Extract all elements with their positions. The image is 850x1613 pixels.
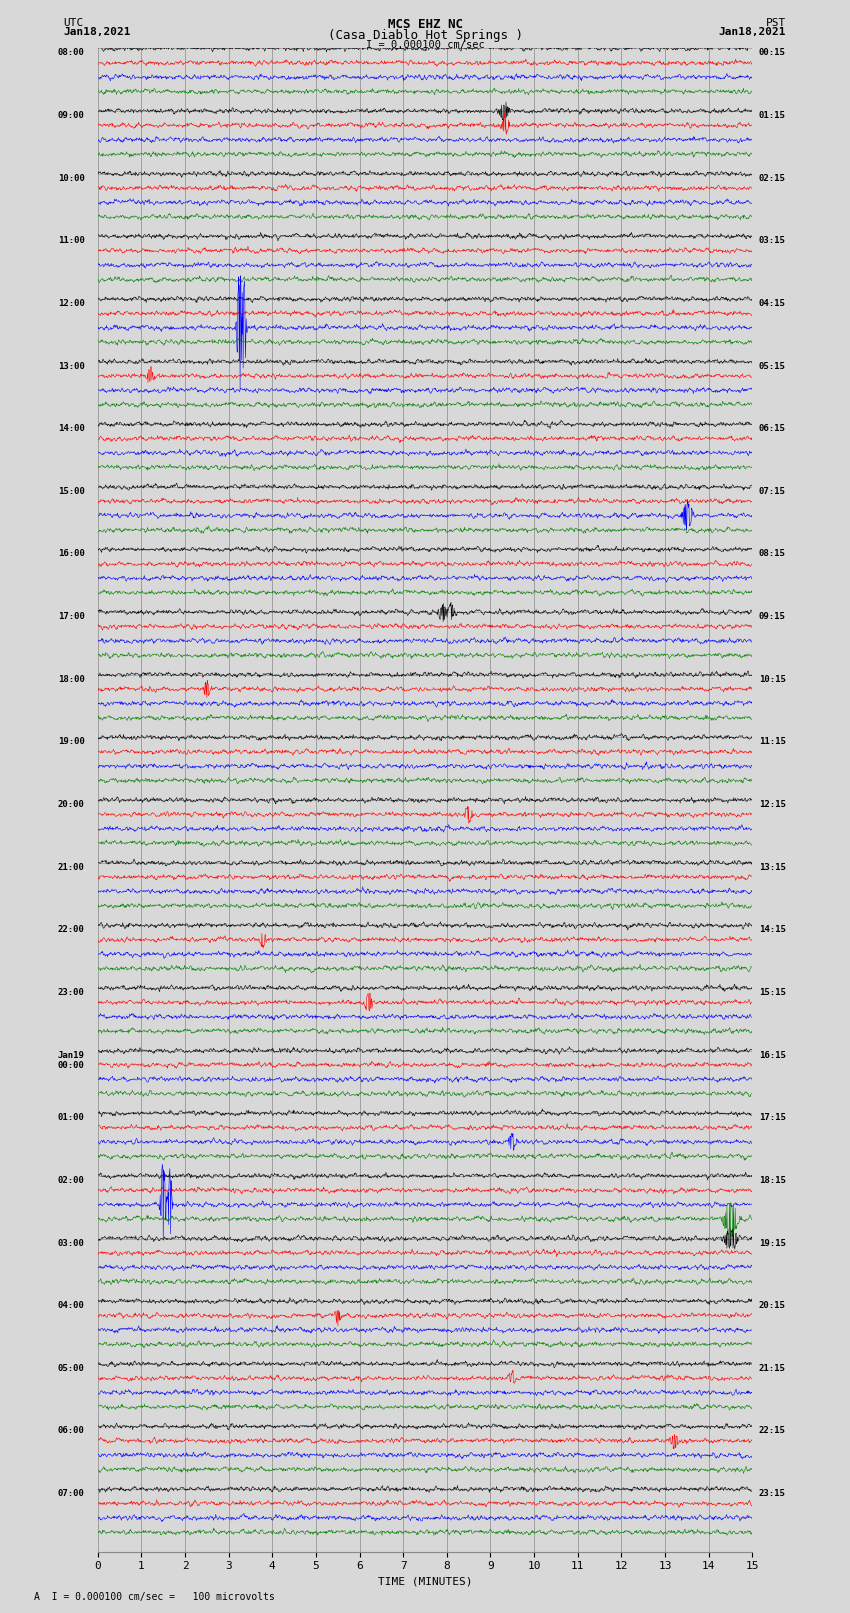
Text: 23:15: 23:15 bbox=[759, 1489, 785, 1498]
Text: 07:15: 07:15 bbox=[759, 487, 785, 495]
Text: 22:15: 22:15 bbox=[759, 1426, 785, 1436]
Text: 19:15: 19:15 bbox=[759, 1239, 785, 1247]
Text: 12:15: 12:15 bbox=[759, 800, 785, 810]
X-axis label: TIME (MINUTES): TIME (MINUTES) bbox=[377, 1578, 473, 1587]
Text: 21:00: 21:00 bbox=[58, 863, 85, 871]
Text: 01:15: 01:15 bbox=[759, 111, 785, 119]
Text: 16:15: 16:15 bbox=[759, 1050, 785, 1060]
Text: Jan18,2021: Jan18,2021 bbox=[719, 27, 786, 37]
Text: 08:00: 08:00 bbox=[58, 48, 85, 58]
Text: 18:00: 18:00 bbox=[58, 674, 85, 684]
Text: Jan18,2021: Jan18,2021 bbox=[64, 27, 131, 37]
Text: MCS EHZ NC: MCS EHZ NC bbox=[388, 18, 462, 31]
Text: 13:15: 13:15 bbox=[759, 863, 785, 871]
Text: 07:00: 07:00 bbox=[58, 1489, 85, 1498]
Text: 14:15: 14:15 bbox=[759, 926, 785, 934]
Text: 10:15: 10:15 bbox=[759, 674, 785, 684]
Text: PST: PST bbox=[766, 18, 786, 27]
Text: Jan19
00:00: Jan19 00:00 bbox=[58, 1050, 85, 1069]
Text: 03:15: 03:15 bbox=[759, 237, 785, 245]
Text: 18:15: 18:15 bbox=[759, 1176, 785, 1186]
Text: 02:00: 02:00 bbox=[58, 1176, 85, 1186]
Text: 14:00: 14:00 bbox=[58, 424, 85, 434]
Text: 06:00: 06:00 bbox=[58, 1426, 85, 1436]
Text: 11:00: 11:00 bbox=[58, 237, 85, 245]
Text: 23:00: 23:00 bbox=[58, 987, 85, 997]
Text: 04:15: 04:15 bbox=[759, 298, 785, 308]
Text: 17:00: 17:00 bbox=[58, 613, 85, 621]
Text: 15:15: 15:15 bbox=[759, 987, 785, 997]
Text: 04:00: 04:00 bbox=[58, 1302, 85, 1310]
Text: 02:15: 02:15 bbox=[759, 174, 785, 182]
Text: 15:00: 15:00 bbox=[58, 487, 85, 495]
Text: I = 0.000100 cm/sec: I = 0.000100 cm/sec bbox=[366, 40, 484, 50]
Text: 17:15: 17:15 bbox=[759, 1113, 785, 1123]
Text: 09:00: 09:00 bbox=[58, 111, 85, 119]
Text: 05:00: 05:00 bbox=[58, 1363, 85, 1373]
Text: 20:00: 20:00 bbox=[58, 800, 85, 810]
Text: 03:00: 03:00 bbox=[58, 1239, 85, 1247]
Text: 05:15: 05:15 bbox=[759, 361, 785, 371]
Text: 16:00: 16:00 bbox=[58, 550, 85, 558]
Text: 09:15: 09:15 bbox=[759, 613, 785, 621]
Text: (Casa Diablo Hot Springs ): (Casa Diablo Hot Springs ) bbox=[327, 29, 523, 42]
Text: 21:15: 21:15 bbox=[759, 1363, 785, 1373]
Text: 06:15: 06:15 bbox=[759, 424, 785, 434]
Text: 10:00: 10:00 bbox=[58, 174, 85, 182]
Text: 11:15: 11:15 bbox=[759, 737, 785, 747]
Text: UTC: UTC bbox=[64, 18, 84, 27]
Text: 13:00: 13:00 bbox=[58, 361, 85, 371]
Text: 19:00: 19:00 bbox=[58, 737, 85, 747]
Text: A  I = 0.000100 cm/sec =   100 microvolts: A I = 0.000100 cm/sec = 100 microvolts bbox=[34, 1592, 275, 1602]
Text: 22:00: 22:00 bbox=[58, 926, 85, 934]
Text: 00:15: 00:15 bbox=[759, 48, 785, 58]
Text: 08:15: 08:15 bbox=[759, 550, 785, 558]
Text: 01:00: 01:00 bbox=[58, 1113, 85, 1123]
Text: 12:00: 12:00 bbox=[58, 298, 85, 308]
Text: 20:15: 20:15 bbox=[759, 1302, 785, 1310]
